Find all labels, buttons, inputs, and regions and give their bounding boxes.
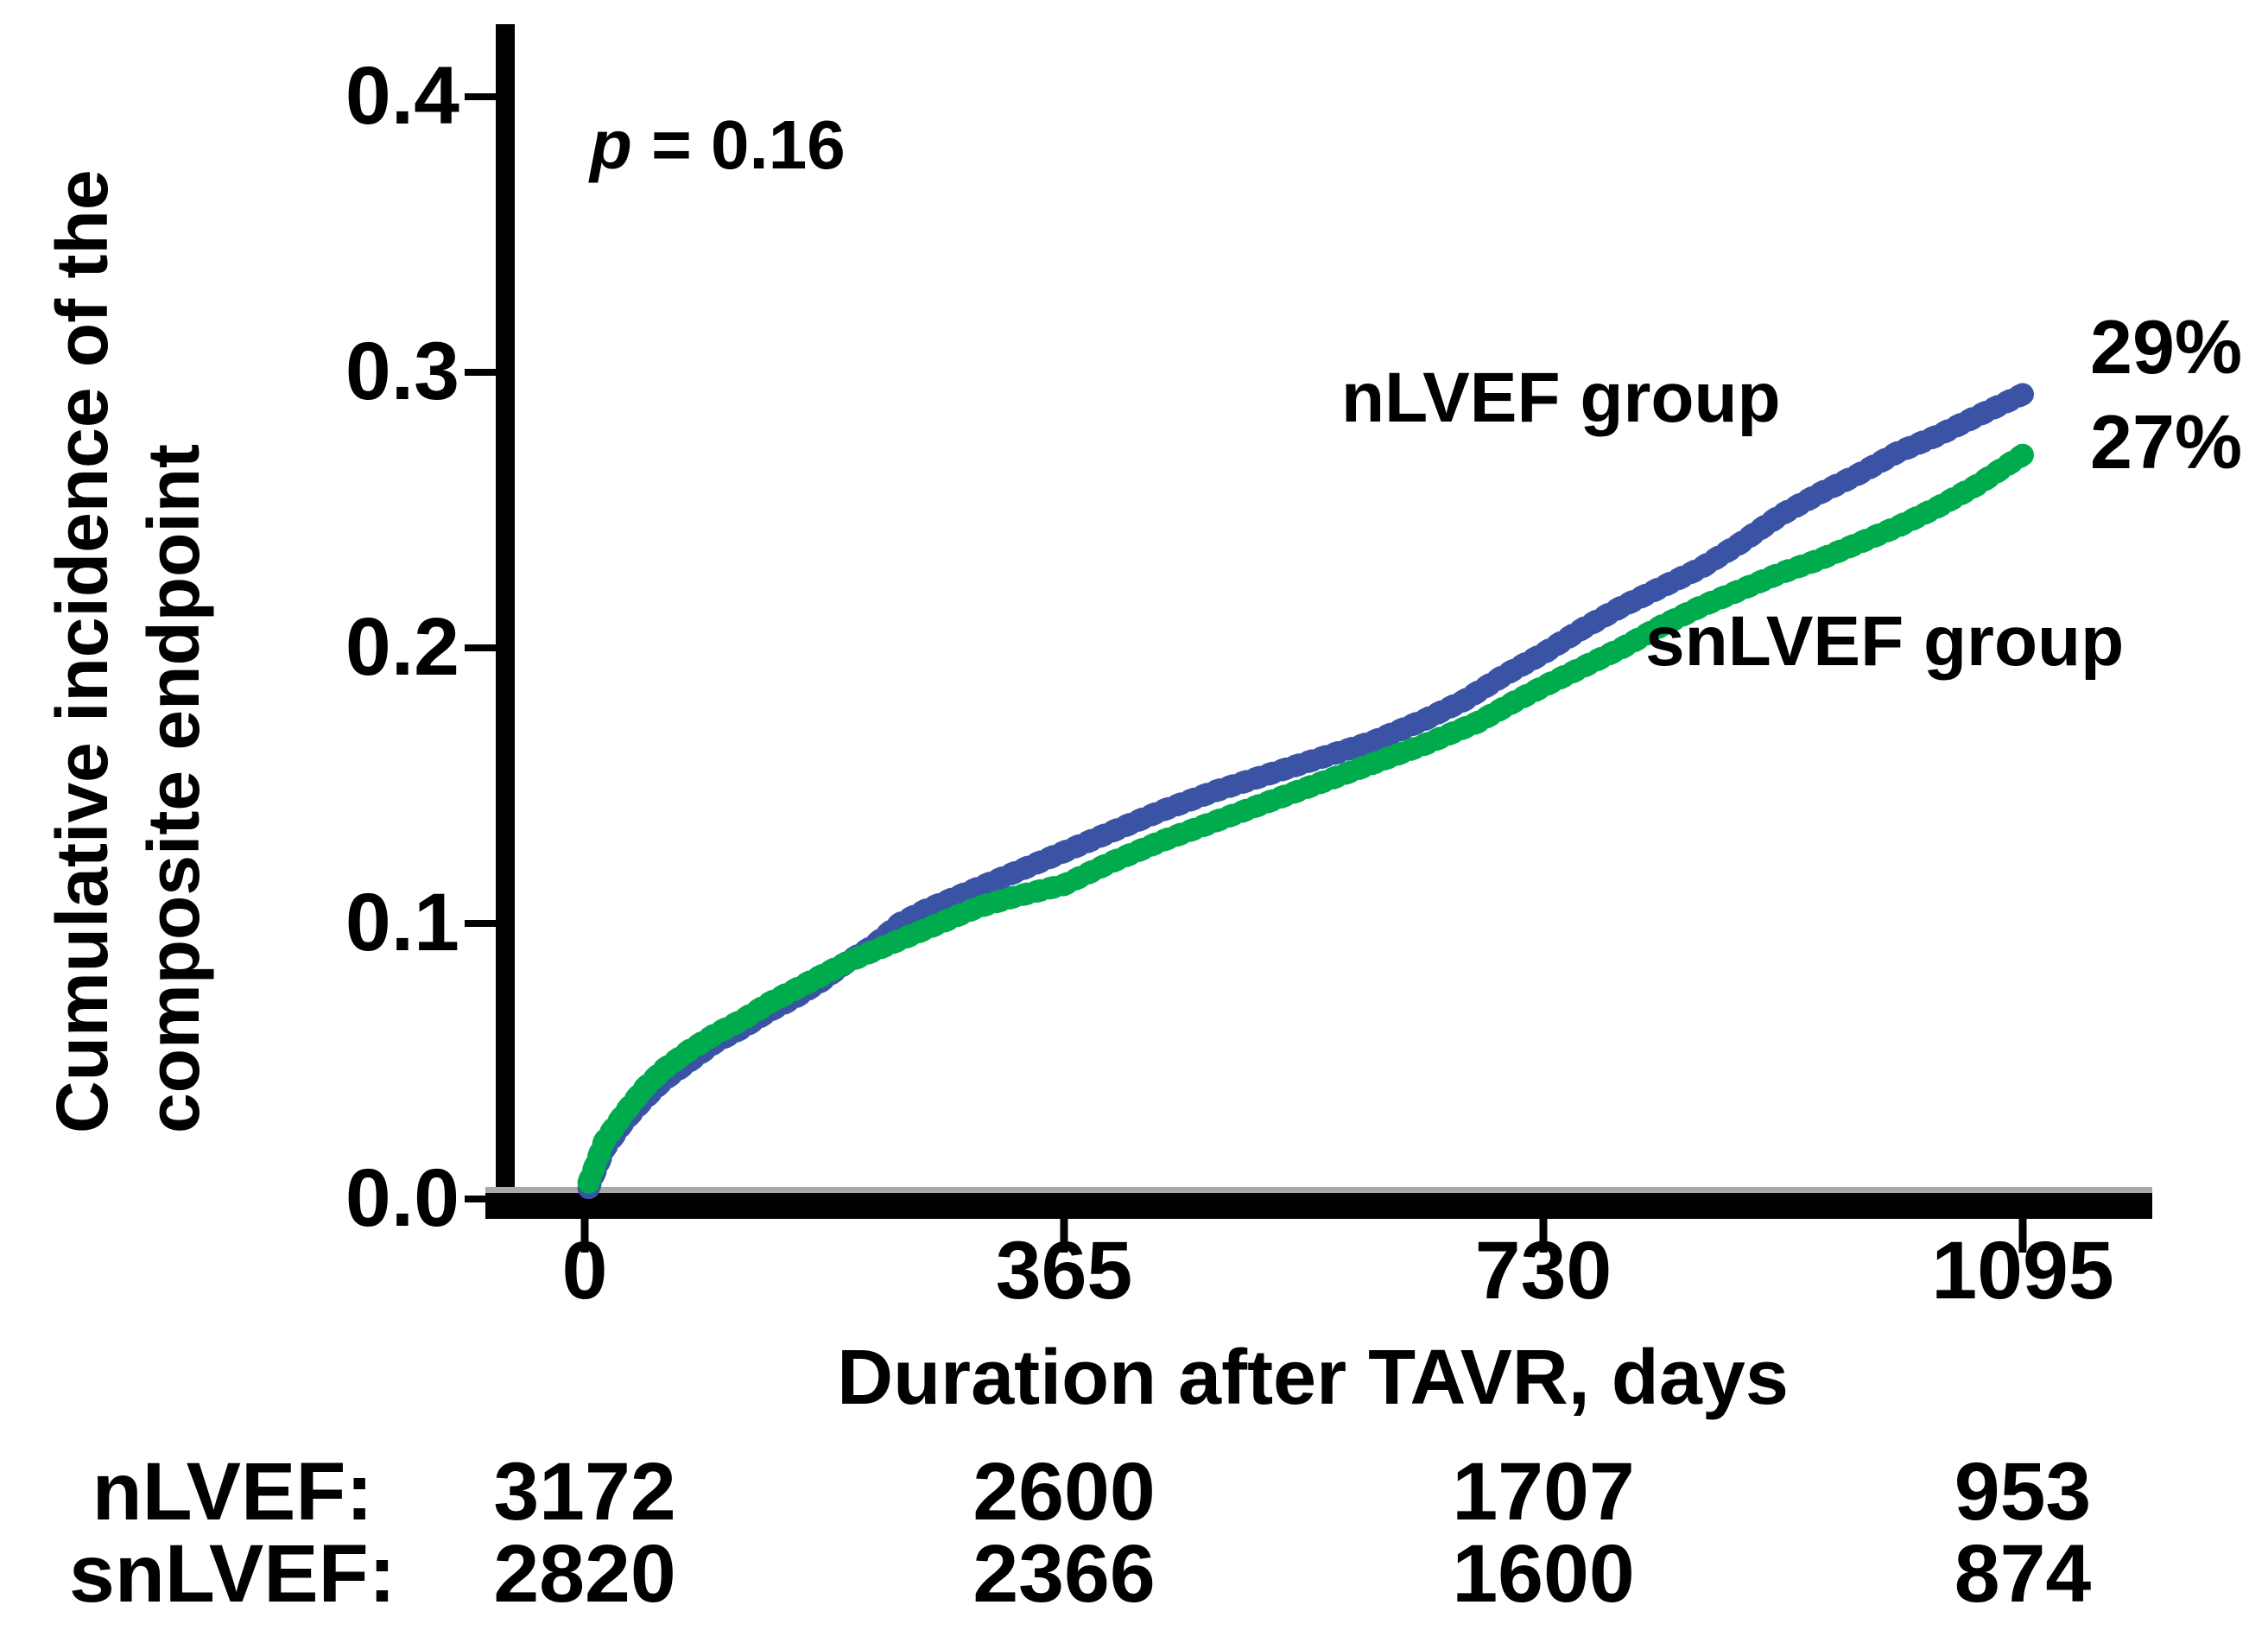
y-tick-label-0.0: 0.0	[345, 1152, 459, 1244]
risk-count-snlvef-1095: 874	[1954, 1528, 2092, 1620]
y-tick-label-0.4: 0.4	[345, 50, 459, 142]
risk-row-label-nlvef: nLVEF:	[92, 1446, 373, 1538]
x-tick-mark	[1539, 1216, 1548, 1253]
x-tick-label-1095: 1095	[1931, 1225, 2114, 1316]
series-snlvef-line	[584, 450, 2028, 1188]
y-tick-mark	[465, 920, 497, 927]
risk-count-nlvef-1095: 953	[1954, 1446, 2092, 1538]
end-label-snlvef: 27%	[2090, 399, 2243, 485]
y-tick-label-0.2: 0.2	[345, 601, 459, 693]
x-tick-label-730: 730	[1474, 1225, 1612, 1316]
y-tick-mark	[465, 369, 497, 376]
p-value-text: = 0.16	[631, 106, 846, 183]
series-label-nlvef: nLVEF group	[1341, 358, 1781, 437]
x-axis-title: Duration after TAVR, days	[837, 1335, 1789, 1421]
y-axis-title: Cumulative incidence of the composite en…	[36, 26, 219, 1133]
end-label-nlvef: 29%	[2090, 304, 2243, 390]
y-tick-label-0.1: 0.1	[345, 877, 459, 968]
x-tick-mark	[2018, 1216, 2027, 1253]
x-tick-label-365: 365	[995, 1225, 1133, 1316]
y-tick-mark	[465, 93, 497, 100]
series-label-snlvef: snLVEF group	[1645, 602, 2125, 681]
y-tick-mark	[465, 1196, 497, 1202]
risk-row-label-snlvef: snLVEF:	[69, 1528, 396, 1620]
x-tick-mark	[580, 1216, 589, 1253]
y-axis-title-line-2: composite endpoint	[133, 444, 214, 1133]
y-axis-title-line-1: Cumulative incidence of the	[41, 169, 123, 1133]
risk-count-snlvef-730: 1600	[1452, 1528, 1635, 1620]
y-tick-mark	[465, 644, 497, 651]
x-tick-mark	[1060, 1216, 1068, 1253]
x-axis-shadow	[485, 1187, 2152, 1193]
risk-count-nlvef-730: 1707	[1452, 1446, 1635, 1538]
risk-count-nlvef-0: 3172	[493, 1446, 676, 1538]
x-tick-label-0: 0	[561, 1225, 608, 1316]
y-tick-label-0.3: 0.3	[345, 326, 459, 417]
risk-count-snlvef-365: 2366	[972, 1528, 1156, 1620]
x-axis-line	[485, 1193, 2152, 1219]
p-symbol: p	[590, 106, 632, 183]
risk-count-nlvef-365: 2600	[972, 1446, 1156, 1538]
risk-count-snlvef-0: 2820	[493, 1528, 676, 1620]
p-value-annotation: p = 0.16	[590, 109, 846, 181]
y-axis-line	[496, 24, 515, 1218]
